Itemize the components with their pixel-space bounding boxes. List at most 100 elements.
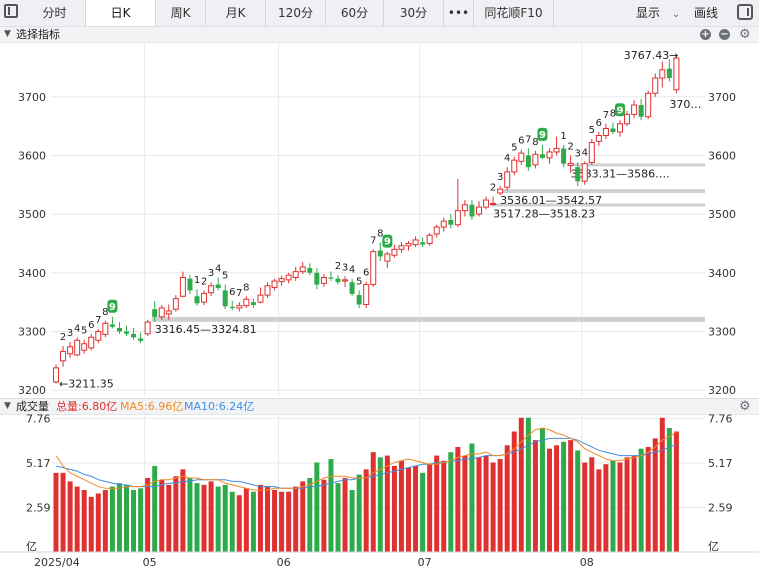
tab-monthly-k[interactable]: 月K: [206, 0, 266, 26]
marker-label: 9: [617, 105, 624, 116]
ma10-line: [55, 437, 677, 489]
candle: [179, 276, 186, 297]
low-annotation: ←3211.35: [59, 377, 114, 390]
candle: [144, 321, 151, 335]
volume-bar: [293, 486, 299, 552]
volume-bars: [53, 417, 679, 552]
candle: [511, 159, 518, 173]
draw-line-button[interactable]: 画线: [694, 6, 719, 20]
display-menu-button[interactable]: 显示 ⌄: [636, 0, 680, 26]
volume-bar: [575, 450, 581, 552]
sidebar-toggle-icon[interactable]: [4, 4, 18, 18]
volume-total: 总量:6.80亿: [56, 400, 118, 413]
volume-bar: [328, 459, 334, 552]
marker-label: 5: [81, 326, 87, 337]
volume-panel-header: ▼ 成交量 总量:6.80亿 MA5:6.96亿 MA10:6.24亿 ⚙: [0, 398, 759, 415]
volume-bar: [250, 491, 256, 552]
marker-label: 4: [349, 265, 355, 276]
candle: [158, 307, 165, 318]
volume-bar: [279, 491, 285, 552]
volume-bar: [659, 417, 665, 552]
candle: [525, 155, 531, 168]
candle: [673, 57, 680, 91]
volume-bar: [159, 479, 165, 552]
volume-bar: [201, 484, 207, 552]
marker-9-box: [537, 127, 548, 141]
marker-label: 1: [560, 131, 566, 142]
volume-bar: [532, 440, 538, 552]
candle: [314, 272, 320, 285]
candle: [165, 310, 172, 315]
y-tick-label-right: 3600: [708, 149, 736, 162]
x-tick-label: 08: [580, 556, 594, 569]
remove-indicator-icon[interactable]: −: [719, 29, 730, 40]
collapse-icon[interactable]: ▼: [4, 29, 11, 39]
marker-label: 7: [370, 235, 376, 246]
gear-icon[interactable]: ⚙: [739, 399, 751, 414]
candle: [236, 305, 243, 309]
tab-30min[interactable]: 30分: [384, 0, 444, 26]
candle: [588, 142, 595, 164]
volume-bar: [356, 474, 362, 552]
volume-bar: [67, 481, 73, 552]
volume-bar: [666, 428, 672, 552]
candle: [95, 330, 102, 341]
x-tick-label: 2025/04: [34, 556, 80, 569]
marker-label: 7: [95, 315, 101, 326]
candle: [433, 226, 440, 235]
candle: [659, 69, 666, 79]
candle: [518, 152, 525, 162]
add-indicator-icon[interactable]: +: [700, 29, 711, 40]
candle: [391, 248, 398, 256]
tab-120min[interactable]: 120分: [266, 0, 326, 26]
candle: [561, 148, 567, 164]
volume-bar: [511, 431, 517, 552]
tab-daily-k[interactable]: 日K: [86, 0, 156, 26]
volume-bar: [124, 484, 129, 552]
volume-bar: [420, 472, 426, 552]
volume-title: 成交量: [16, 400, 49, 413]
support-zone-label: 3536.01—3542.57: [500, 194, 602, 207]
volume-bar: [180, 469, 186, 552]
gear-icon[interactable]: ⚙: [739, 27, 751, 42]
annotations: ←3211.35 3767.43→ 370…: [59, 49, 701, 390]
marker-label: 6: [88, 320, 94, 331]
candle: [553, 147, 560, 153]
candle: [152, 309, 158, 317]
marker-label: 5: [589, 125, 595, 136]
marker-label: 4: [582, 147, 588, 158]
candle: [102, 322, 109, 335]
panel-toggle-icon[interactable]: [737, 4, 753, 20]
volume-bar: [314, 462, 320, 552]
candle: [264, 285, 271, 296]
tab-f10[interactable]: 同花顺F10: [474, 0, 554, 26]
tab-60min[interactable]: 60分: [326, 0, 384, 26]
candle: [575, 167, 581, 182]
candle: [187, 278, 193, 291]
main-panel-header: ▼ 选择指标 + − ⚙: [0, 26, 759, 43]
volume-bar: [568, 440, 574, 552]
candle: [285, 274, 292, 281]
more-tabs-button[interactable]: •••: [444, 0, 474, 26]
volume-bar: [265, 486, 270, 552]
volume-ma10: MA10:6.24亿: [184, 400, 255, 413]
volume-bar: [74, 486, 80, 552]
collapse-icon[interactable]: ▼: [4, 401, 11, 411]
indicator-selector[interactable]: 选择指标: [16, 28, 60, 41]
volume-bar: [300, 481, 306, 552]
candle: [335, 278, 341, 283]
volume-tick-label-left: 2.59: [26, 501, 51, 514]
candle: [53, 367, 59, 383]
marker-label: 3: [497, 172, 503, 183]
tab-weekly-k[interactable]: 周K: [156, 0, 206, 26]
volume-bar: [187, 477, 193, 552]
marker-label: 8: [532, 137, 538, 148]
candle: [454, 210, 461, 226]
marker-label: 4: [74, 323, 80, 334]
candle: [271, 280, 278, 288]
candle: [377, 250, 383, 257]
marker-label: 7: [236, 288, 242, 299]
volume-bar: [673, 431, 679, 552]
tab-intraday[interactable]: 分时: [24, 0, 86, 26]
